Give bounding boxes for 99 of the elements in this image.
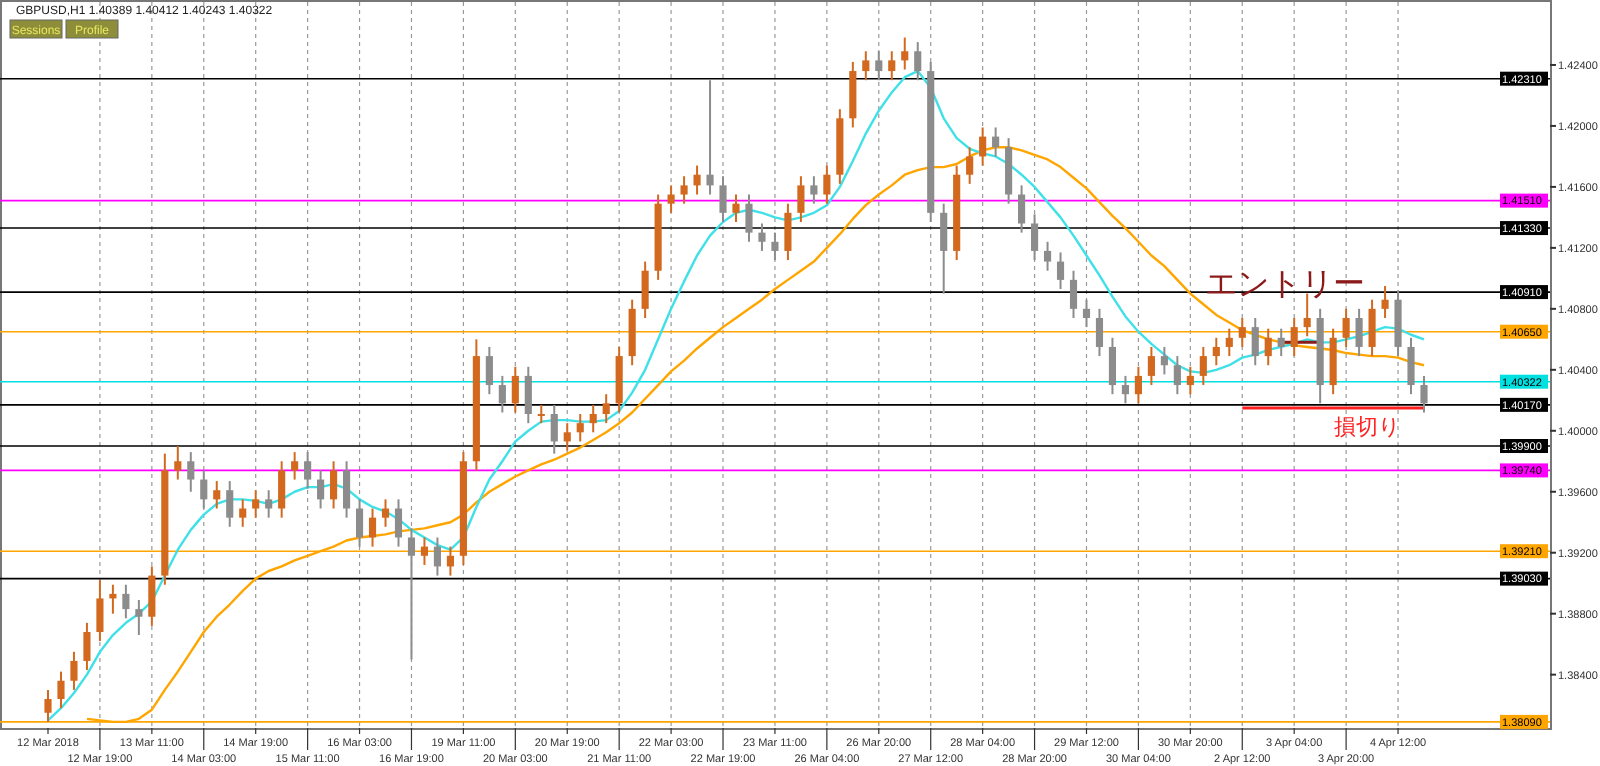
candlestick (758, 222, 766, 252)
candlestick (992, 126, 1000, 158)
candlestick (641, 260, 649, 319)
candlestick (875, 50, 883, 82)
candlestick (213, 480, 221, 510)
candlestick (446, 545, 454, 577)
candlestick (901, 36, 909, 71)
candlestick (966, 146, 974, 185)
candlestick (628, 298, 636, 367)
candlestick (849, 60, 857, 129)
candlestick (1303, 292, 1311, 338)
candlestick (1160, 345, 1168, 376)
candlestick (680, 175, 688, 205)
candlestick (1056, 251, 1065, 291)
candlestick (330, 460, 338, 510)
candlestick (810, 175, 818, 205)
candlestick (381, 498, 390, 528)
candlestick (83, 621, 91, 672)
candlestick (394, 498, 403, 548)
series-label: 損切り (1334, 413, 1400, 440)
candlestick (135, 598, 143, 637)
candlestick (1108, 336, 1117, 396)
candlestick (823, 164, 831, 205)
candlestick (343, 460, 351, 519)
candlestick (57, 670, 65, 710)
candlestick (797, 175, 805, 223)
candlestick (317, 469, 325, 510)
candlestick (914, 41, 922, 82)
candlestick (550, 403, 558, 455)
candlestick (1407, 336, 1415, 396)
candlestick (1173, 355, 1181, 396)
candlestick (1420, 374, 1428, 414)
candlestick (1147, 345, 1155, 387)
candlestick (537, 403, 545, 425)
candlestick (304, 451, 312, 490)
candlestick (1290, 316, 1298, 358)
candlestick (1005, 137, 1013, 205)
candlestick (706, 79, 714, 196)
candlestick (1031, 213, 1039, 262)
candlestick (1394, 289, 1402, 358)
candlestick (940, 202, 948, 295)
candlestick (187, 451, 195, 493)
candlestick (278, 460, 286, 519)
candlestick (239, 498, 247, 528)
candlestick (1381, 284, 1389, 319)
candlestick (1251, 316, 1259, 367)
candlestick (1082, 298, 1091, 329)
candlestick (70, 650, 78, 691)
candlestick (576, 413, 584, 443)
candlestick (602, 393, 610, 425)
candlestick (355, 498, 364, 548)
candlestick (407, 527, 416, 661)
candlestick (1186, 365, 1194, 396)
candlestick (1043, 240, 1052, 272)
candlestick (888, 50, 896, 82)
candlestick (1238, 316, 1246, 348)
candlestick (589, 403, 597, 434)
candlestick (1277, 327, 1285, 358)
candlestick (44, 688, 52, 723)
candlestick (615, 345, 623, 414)
candlestick (498, 374, 506, 414)
candlestick (771, 231, 779, 262)
candlestick (485, 345, 493, 396)
candlestick (122, 583, 130, 620)
candlestick (1225, 327, 1233, 358)
candlestick (148, 565, 156, 627)
candlestick (667, 184, 675, 214)
candlestick (1069, 269, 1078, 319)
candlestick (1095, 307, 1104, 358)
candlestick (174, 445, 182, 481)
candlestick (265, 489, 273, 519)
candlestick (862, 50, 870, 82)
candlestick (1212, 336, 1220, 367)
candlestick (226, 480, 234, 528)
candlestick (420, 536, 429, 566)
candlestick (1329, 327, 1337, 396)
candlestick (291, 451, 299, 481)
candlestick (719, 175, 727, 223)
candlestick (1121, 374, 1129, 405)
candlestick (979, 126, 987, 167)
candlestick (1355, 307, 1363, 358)
candlestick (200, 469, 208, 510)
candlestick (96, 579, 104, 643)
candlestick (368, 507, 377, 548)
candlestick (784, 202, 792, 262)
candlestick (732, 193, 740, 223)
candlestick (745, 193, 753, 243)
candlestick (511, 365, 519, 414)
candlestick (1018, 184, 1026, 234)
candlestick (524, 365, 532, 425)
candlestick (433, 536, 441, 577)
candlestick (1368, 298, 1376, 358)
candlestick (1199, 345, 1207, 387)
candlestick (1342, 307, 1350, 348)
candlestick (563, 422, 571, 452)
candlestick (1134, 365, 1142, 405)
candlestick (693, 164, 701, 196)
candlestick (252, 489, 260, 519)
candlestick (1264, 327, 1272, 367)
